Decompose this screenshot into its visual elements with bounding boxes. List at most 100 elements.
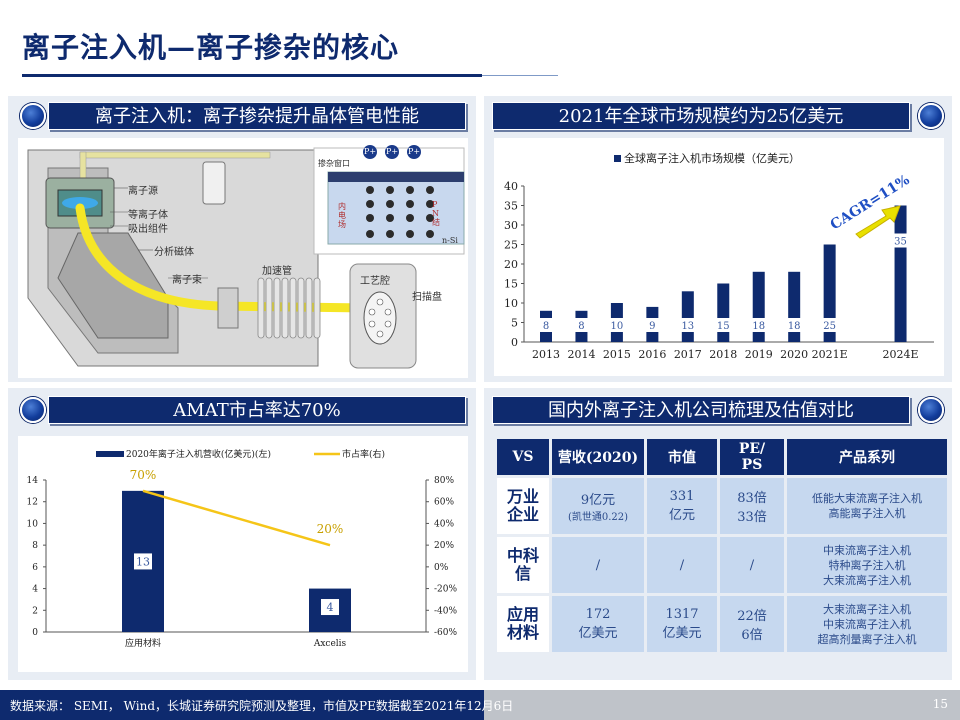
line-data-label: 70% <box>130 468 157 482</box>
label-n-si: n-Si <box>442 236 458 245</box>
header-pe-ps: PE/ PS <box>720 439 784 475</box>
products-cell: 中束流离子注入机 特种离子注入机 大束流离子注入机 <box>787 537 947 593</box>
x-tick-label: 2018 <box>709 348 737 361</box>
data-label-box <box>572 318 591 332</box>
market-size-chart: 全球离子注入机市场规模（亿美元） 0 5 10 15 20 25 30 35 40 8 2013 8 20… <box>504 151 934 361</box>
company-name: 中科 信 <box>497 537 549 593</box>
market-cap-cell: 331 亿元 <box>647 478 717 534</box>
market-cap-cell: 1317 亿美元 <box>647 596 717 652</box>
y-tick-label-right: 20% <box>434 541 454 551</box>
section-header-ion-implanter: 离子注入机：离子掺杂提升晶体管电性能 <box>48 102 466 130</box>
line-data-label: 20% <box>317 522 344 536</box>
y-tick-label: 5 <box>511 317 518 330</box>
label-pn-junction: P N 结 <box>432 200 440 227</box>
data-label: 8 <box>543 321 549 332</box>
y-tick-label-right: 40% <box>434 519 454 529</box>
y-tick-label: 15 <box>504 278 518 291</box>
data-label-box <box>714 318 733 332</box>
y-tick-label-right: -40% <box>434 606 457 616</box>
legend-swatch-bar <box>96 451 124 457</box>
header-revenue: 营收(2020) <box>552 439 644 475</box>
data-label-box <box>678 318 697 332</box>
label-p-plus-2: P+ <box>386 147 399 156</box>
label-extraction: 吸出组件 <box>128 224 168 235</box>
page-title: 离子注入机—离子掺杂的核心 <box>22 31 400 64</box>
section-header-company-comparison: 国内外离子注入机公司梳理及估值对比 <box>492 396 910 424</box>
data-label: 8 <box>578 321 584 332</box>
bullet-dot-icon <box>918 103 944 129</box>
y-tick-label-left: 8 <box>32 541 38 551</box>
data-label: 13 <box>136 555 150 568</box>
revenue-value: 9亿元 <box>580 493 616 508</box>
data-label-box <box>537 318 555 332</box>
revenue-cell: / <box>552 537 644 593</box>
y-tick-label-left: 14 <box>27 476 39 486</box>
x-tick-label: 2019 <box>745 348 773 361</box>
market-size-chart-box: 全球离子注入机市场规模（亿美元） 0 5 10 15 20 25 30 35 40 8 2013 8 20… <box>494 138 944 376</box>
y-tick-label-left: 12 <box>27 498 38 508</box>
revenue-share-chart: 2020年离子注入机营收(亿美元)(左) 市占率(右) 0 2 4 6 8 10 12 14 -60… <box>27 448 458 649</box>
y-tick-label-right: 0% <box>434 563 449 573</box>
data-label-box <box>820 318 839 332</box>
y-tick-label-right: -60% <box>434 628 457 638</box>
cagr-arrow <box>855 205 901 239</box>
page-number: 15 <box>932 697 948 711</box>
x-tick-label: 2016 <box>638 348 666 361</box>
pe-cell: 22倍 6倍 <box>720 596 784 652</box>
section-header-amat-share: AMAT市占率达70% <box>48 396 466 424</box>
company-name: 应用 材料 <box>497 596 549 652</box>
data-label-box <box>607 318 626 332</box>
title-rule-thin <box>482 75 558 76</box>
y-tick-label-left: 6 <box>32 563 38 573</box>
pe-cell: / <box>720 537 784 593</box>
label-ion-beam: 离子束 <box>172 275 202 286</box>
x-tick-label: 2021E <box>812 348 848 361</box>
schematic-diagram <box>27 145 465 369</box>
label-doping-window: 掺杂窗口 <box>318 159 350 168</box>
legend-label-line: 市占率(右) <box>342 448 385 460</box>
revenue-note: (凯世通0.22) <box>567 512 629 523</box>
revenue-cell: 9亿元 (凯世通0.22) <box>552 478 644 534</box>
data-label: 13 <box>681 321 694 332</box>
table-row: 中科 信 / / / 中束流离子注入机 特种离子注入机 大束流离子注入机 <box>497 537 947 593</box>
y-tick-label: 20 <box>504 258 518 271</box>
data-label: 15 <box>717 321 730 332</box>
products-cell: 大束流离子注入机 中束流离子注入机 超高剂量离子注入机 <box>787 596 947 652</box>
share-line <box>142 489 331 547</box>
y-tick-label: 30 <box>504 219 518 232</box>
revenue-share-chart-box: 2020年离子注入机营收(亿美元)(左) 市占率(右) 0 2 4 6 8 10 12 14 -60… <box>18 436 468 672</box>
label-scan-disk: 扫描盘 <box>412 292 442 303</box>
x-tick-label: 2020 <box>780 348 808 361</box>
y-tick-label-left: 0 <box>32 628 38 638</box>
revenue-cell: 172 亿美元 <box>552 596 644 652</box>
data-label-box <box>785 318 804 332</box>
label-built-in-field: 内 电 场 <box>338 202 346 229</box>
bullet-dot-icon <box>20 103 46 129</box>
data-label-box <box>643 318 662 332</box>
x-tick-label: 2015 <box>603 348 631 361</box>
data-label: 9 <box>649 321 655 332</box>
x-tick-label: 2024E <box>883 348 919 361</box>
data-label-box <box>134 553 152 570</box>
label-plasma: 等离子体 <box>128 210 168 221</box>
company-comparison-table: VS 营收(2020) 市值 PE/ PS 产品系列 万业 企业 9亿元 (凯世… <box>494 436 950 655</box>
y-tick-label: 0 <box>511 336 518 349</box>
ion-implanter-schematic <box>18 138 468 378</box>
y-tick-label: 10 <box>504 297 518 310</box>
pe-cell: 83倍 33倍 <box>720 478 784 534</box>
data-label: 18 <box>788 321 801 332</box>
data-label: 25 <box>823 321 836 332</box>
bar <box>823 244 836 342</box>
label-p-plus-3: P+ <box>408 147 421 156</box>
y-tick-label: 25 <box>504 239 518 252</box>
y-tick-label: 35 <box>504 200 518 213</box>
y-tick-label-left: 4 <box>32 585 38 595</box>
data-label: 4 <box>327 601 334 614</box>
data-label: 35 <box>894 237 907 248</box>
x-tick-label: 2017 <box>674 348 702 361</box>
label-process-chamber: 工艺腔 <box>360 276 390 287</box>
y-tick-label-right: -20% <box>434 585 457 595</box>
x-tick-label: 2014 <box>567 348 595 361</box>
data-label: 18 <box>752 321 765 332</box>
y-tick-label-left: 2 <box>32 606 38 616</box>
